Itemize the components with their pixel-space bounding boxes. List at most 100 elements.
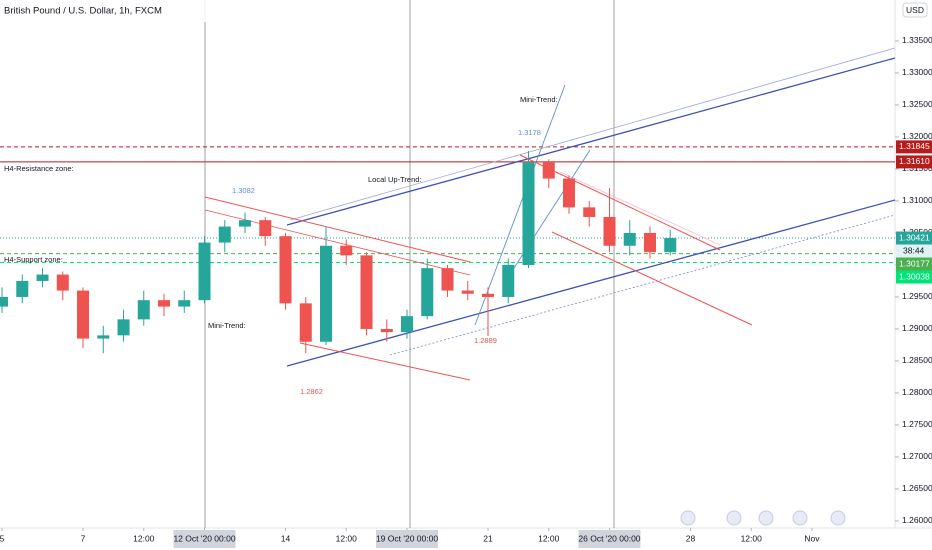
countdown-label: 38:44 <box>903 245 925 255</box>
candle-body <box>16 280 29 297</box>
candle-body <box>218 226 231 243</box>
price-tag <box>896 257 932 271</box>
event-icon[interactable] <box>726 510 742 526</box>
x-tick-highlight <box>173 530 236 548</box>
event-icon[interactable] <box>792 510 808 526</box>
annotation: Mini-Trend: <box>520 95 558 104</box>
candle-body <box>502 264 515 297</box>
y-tick-label: 1.27500 <box>902 419 932 429</box>
x-tick-label: 12:00 <box>741 533 763 543</box>
candle-body <box>158 300 171 307</box>
annotation: 1.2889 <box>474 336 497 345</box>
price-tag <box>896 231 932 245</box>
x-tick-label: 28 <box>686 533 696 543</box>
x-tick-label: 19 Oct '20 00:00 <box>376 533 438 543</box>
annotation: Local Up-Trend: <box>368 175 422 184</box>
countdown-tag <box>896 244 932 258</box>
channel-line <box>204 196 471 263</box>
candle-body <box>380 328 393 333</box>
annotation: H4-Support zone: <box>4 255 63 264</box>
candle-body <box>137 300 150 320</box>
x-tick-label: 21 <box>483 533 493 543</box>
price-tag <box>896 155 932 169</box>
event-icon[interactable] <box>758 510 774 526</box>
currency-label[interactable]: USD <box>906 5 924 15</box>
y-tick-label: 1.28500 <box>902 355 932 365</box>
annotation: 1.2862 <box>300 387 323 396</box>
candle-body <box>320 245 333 342</box>
price-tag <box>896 270 932 284</box>
channel-line <box>299 342 471 381</box>
annotation: H4-Resistance zone: <box>4 164 74 173</box>
candle-body <box>623 232 636 246</box>
channel-line <box>559 171 721 246</box>
candle-body <box>664 238 677 253</box>
x-tick-label: 7 <box>81 533 86 543</box>
trend-line <box>286 57 896 226</box>
candle-body <box>279 236 292 304</box>
event-icon[interactable] <box>830 510 846 526</box>
x-tick-highlight <box>376 530 439 548</box>
x-tick-label: Nov <box>804 533 820 543</box>
candle-body <box>340 245 353 256</box>
trend-line <box>286 199 896 367</box>
event-icon[interactable] <box>680 510 696 526</box>
y-tick-label: 1.28000 <box>902 387 932 397</box>
mini-trend-line <box>474 84 566 326</box>
candle-body <box>0 296 9 307</box>
annotations: H4-Resistance zone: H4-Support zone: Local… <box>4 95 558 396</box>
annotation: 1.3082 <box>232 186 255 195</box>
candle-body <box>77 290 90 339</box>
candle-body <box>97 335 110 339</box>
candle-body <box>643 232 656 253</box>
candle-body <box>299 303 312 342</box>
candle-body <box>461 290 474 294</box>
trend-line <box>289 47 896 221</box>
y-tick-label: 1.26500 <box>902 483 932 493</box>
x-tick-label: 12:00 <box>336 533 358 543</box>
candle-body <box>441 268 454 291</box>
x-tick-highlight <box>578 530 641 548</box>
x-tick-label: 12:00 <box>133 533 155 543</box>
y-tick-label: 1.29000 <box>902 323 932 333</box>
candle-body <box>542 162 555 179</box>
y-tick-label: 1.32500 <box>902 99 932 109</box>
y-tick-label: 1.26000 <box>902 515 932 525</box>
channel-line <box>551 231 753 326</box>
price-tag-label: 1.30177 <box>899 258 930 268</box>
price-tag-label: 1.31610 <box>899 156 930 166</box>
candle-body <box>36 274 49 281</box>
annotation: Mini-Trend: <box>208 321 246 330</box>
chart-title: British Pound / U.S. Dollar, 1h, FXCM <box>4 6 162 17</box>
candle-body <box>198 242 211 301</box>
candle-body <box>522 162 535 265</box>
candle-body <box>583 207 596 217</box>
price-tag-label: 1.30038 <box>899 271 930 281</box>
y-tick-label: 1.32000 <box>902 131 932 141</box>
candle-body <box>117 319 130 336</box>
currency-badge[interactable] <box>902 2 928 18</box>
title-backdrop <box>0 0 260 22</box>
y-tick-label: 1.33000 <box>902 67 932 77</box>
candle-body <box>259 220 272 237</box>
x-tick-label: 12 Oct '20 00:00 <box>173 533 235 543</box>
annotation: 1.3178 <box>518 128 541 137</box>
candle-body <box>603 216 616 246</box>
trend-line <box>389 214 896 356</box>
candle-body <box>401 316 414 333</box>
y-tick-label: 1.31000 <box>902 195 932 205</box>
price-tag-label: 1.31845 <box>899 141 930 151</box>
x-tick-label: 14 <box>281 533 291 543</box>
levels <box>0 146 895 264</box>
event-icons <box>680 510 846 526</box>
candle-body <box>360 255 373 329</box>
candle-body <box>239 220 252 227</box>
x-tick-label: 12:00 <box>538 533 560 543</box>
candles <box>0 151 677 354</box>
x-tick-label: 5 <box>0 533 5 543</box>
y-tick-label: 1.29500 <box>902 291 932 301</box>
price-tag-label: 1.30421 <box>899 232 930 242</box>
